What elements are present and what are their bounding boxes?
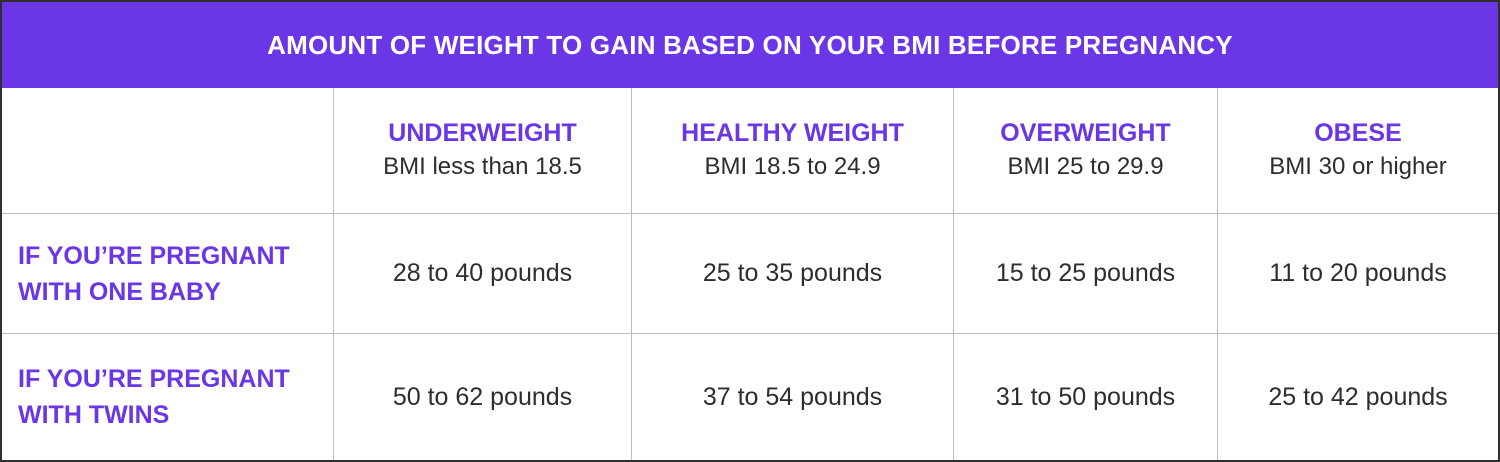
category-range: BMI 25 to 29.9 [1007,152,1164,180]
table-cell: 50 to 62 pounds [334,334,632,460]
cell-value: 11 to 20 pounds [1269,259,1447,287]
header-cell-obese: OBESE BMI 30 or higher [1218,88,1498,214]
header-cell-overweight: OVERWEIGHT BMI 25 to 29.9 [954,88,1218,214]
cell-value: 15 to 25 pounds [995,259,1176,287]
table-cell: 25 to 35 pounds [632,214,954,334]
category-name: OBESE [1314,118,1402,147]
category-range: BMI 30 or higher [1269,152,1447,180]
cell-value: 37 to 54 pounds [702,382,883,411]
header-cell-underweight: UNDERWEIGHT BMI less than 18.5 [334,88,632,214]
category-name: OVERWEIGHT [1000,118,1171,147]
category-name: HEALTHY WEIGHT [681,118,904,147]
table-cell: 15 to 25 pounds [954,214,1218,334]
table-cell: 31 to 50 pounds [954,334,1218,460]
cell-value: 31 to 50 pounds [995,382,1176,411]
table-title: AMOUNT OF WEIGHT TO GAIN BASED ON YOUR B… [267,29,1233,60]
table-cell: 28 to 40 pounds [334,214,632,334]
cell-value: 25 to 42 pounds [1268,382,1448,411]
category-range: BMI less than 18.5 [383,152,582,180]
table-cell: 37 to 54 pounds [632,334,954,460]
table-grid: UNDERWEIGHT BMI less than 18.5 HEALTHY W… [2,88,1498,460]
cell-value: 25 to 35 pounds [702,259,883,287]
row-label-text: IF YOU’RE PREGNANT WITH ONE BABY [18,241,290,306]
category-name: UNDERWEIGHT [388,118,577,147]
table-title-banner: AMOUNT OF WEIGHT TO GAIN BASED ON YOUR B… [2,2,1498,88]
row-label-twins: IF YOU’RE PREGNANT WITH TWINS [2,334,334,460]
corner-cell [2,88,334,214]
cell-value: 50 to 62 pounds [392,382,573,411]
row-label-one-baby: IF YOU’RE PREGNANT WITH ONE BABY [2,214,334,334]
table-cell: 25 to 42 pounds [1218,334,1498,460]
row-label-text: IF YOU’RE PREGNANT WITH TWINS [18,365,290,429]
header-cell-healthy-weight: HEALTHY WEIGHT BMI 18.5 to 24.9 [632,88,954,214]
table-cell: 11 to 20 pounds [1218,214,1498,334]
category-range: BMI 18.5 to 24.9 [704,152,881,180]
cell-value: 28 to 40 pounds [392,259,573,287]
